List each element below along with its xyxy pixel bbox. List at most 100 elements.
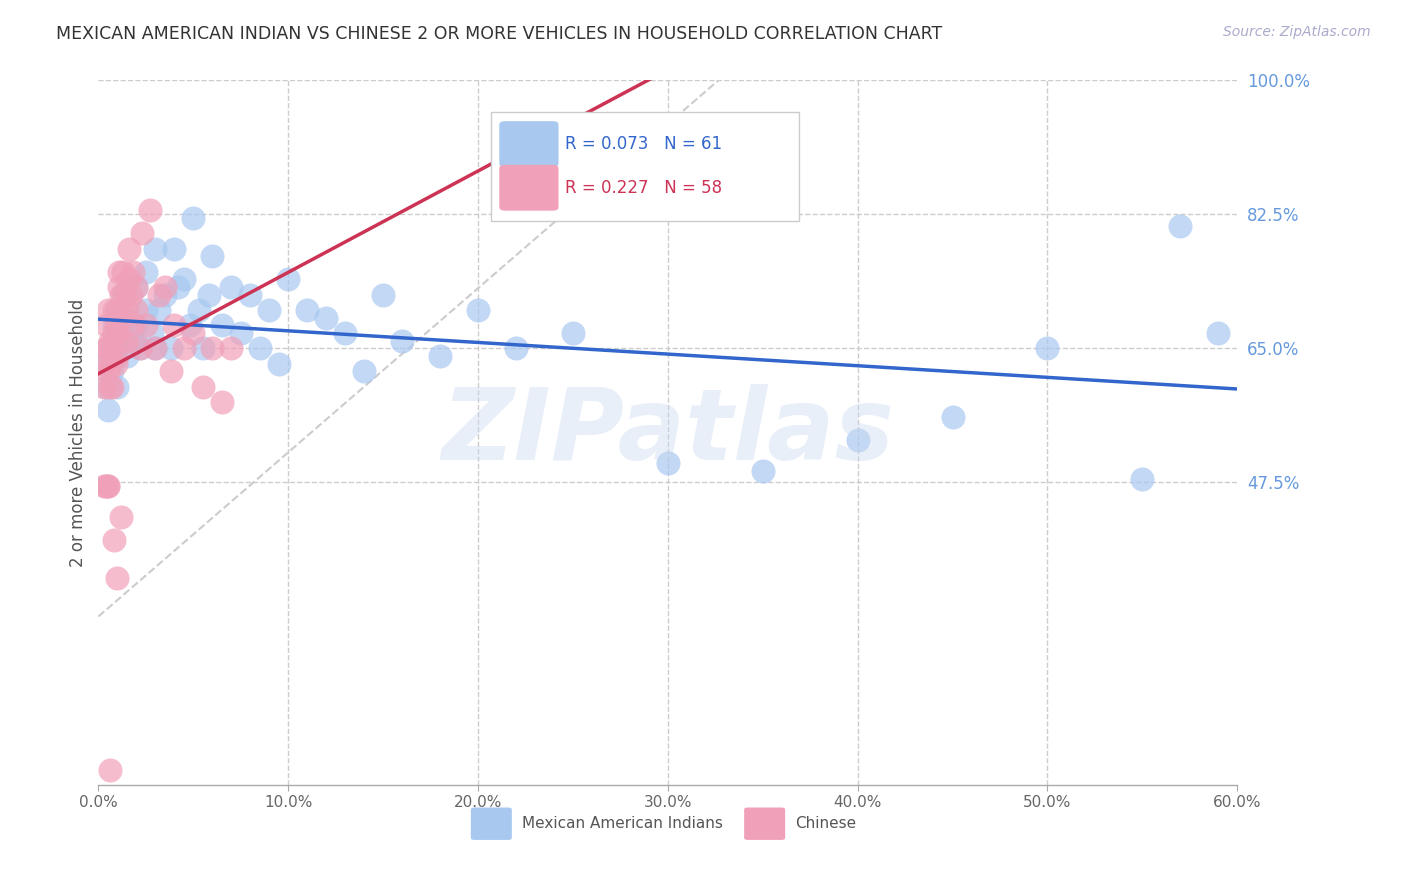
- Point: [211, 318, 233, 333]
- Point: [97, 342, 120, 356]
- Point: [97, 402, 120, 417]
- Point: [163, 242, 186, 256]
- Point: [148, 287, 170, 301]
- Point: [1036, 342, 1059, 356]
- Point: [93, 357, 115, 371]
- Point: [173, 342, 195, 356]
- Point: [131, 227, 153, 241]
- Point: [259, 303, 281, 318]
- Point: [121, 334, 143, 348]
- Point: [107, 303, 129, 318]
- Point: [211, 395, 233, 409]
- Point: [98, 357, 121, 371]
- Point: [125, 280, 148, 294]
- Point: [98, 379, 121, 393]
- Point: [229, 326, 252, 340]
- Point: [129, 342, 152, 356]
- Point: [249, 342, 271, 356]
- Point: [115, 349, 138, 363]
- Point: [391, 334, 413, 348]
- Point: [110, 287, 132, 301]
- Point: [121, 265, 143, 279]
- Point: [110, 334, 132, 348]
- Point: [114, 287, 136, 301]
- Point: [97, 479, 120, 493]
- Point: [104, 318, 127, 333]
- Point: [183, 326, 205, 340]
- Point: [125, 303, 148, 318]
- Point: [315, 310, 337, 325]
- Point: [191, 379, 214, 393]
- Point: [148, 303, 170, 318]
- Point: [135, 318, 157, 333]
- Point: [103, 303, 125, 318]
- Point: [167, 280, 190, 294]
- Point: [141, 326, 163, 340]
- Point: [125, 280, 148, 294]
- Point: [107, 571, 129, 585]
- Point: [100, 364, 122, 378]
- Text: R = 0.227   N = 58: R = 0.227 N = 58: [565, 178, 723, 197]
- Point: [107, 303, 129, 318]
- Point: [103, 533, 125, 547]
- Point: [98, 334, 121, 348]
- Point: [239, 287, 262, 301]
- Point: [429, 349, 451, 363]
- Text: ZIPatlas: ZIPatlas: [441, 384, 894, 481]
- Point: [104, 357, 127, 371]
- Point: [267, 357, 290, 371]
- Point: [112, 310, 135, 325]
- Point: [138, 203, 160, 218]
- Point: [112, 287, 135, 301]
- Point: [115, 303, 138, 318]
- Point: [118, 242, 141, 256]
- Point: [188, 303, 211, 318]
- Point: [1132, 472, 1154, 486]
- Point: [942, 410, 965, 425]
- Point: [103, 318, 125, 333]
- Point: [97, 364, 120, 378]
- Point: [145, 242, 167, 256]
- Text: Chinese: Chinese: [796, 816, 856, 831]
- FancyBboxPatch shape: [499, 165, 558, 211]
- Point: [107, 379, 129, 393]
- FancyBboxPatch shape: [491, 112, 799, 221]
- Point: [657, 456, 679, 470]
- Point: [100, 349, 122, 363]
- Point: [94, 342, 117, 356]
- Point: [112, 265, 135, 279]
- Point: [98, 763, 121, 777]
- Point: [107, 349, 129, 363]
- Point: [121, 318, 143, 333]
- Point: [97, 303, 120, 318]
- Point: [1170, 219, 1192, 233]
- Point: [221, 342, 243, 356]
- Point: [107, 326, 129, 340]
- Point: [103, 326, 125, 340]
- Point: [93, 479, 115, 493]
- Point: [201, 249, 224, 264]
- Point: [110, 509, 132, 524]
- Point: [118, 272, 141, 286]
- Text: Mexican American Indians: Mexican American Indians: [522, 816, 723, 831]
- Point: [145, 342, 167, 356]
- Point: [94, 318, 117, 333]
- Point: [353, 364, 375, 378]
- Point: [467, 303, 489, 318]
- Point: [183, 211, 205, 226]
- Point: [115, 334, 138, 348]
- Point: [277, 272, 299, 286]
- Point: [108, 265, 131, 279]
- Point: [163, 318, 186, 333]
- Point: [98, 342, 121, 356]
- Point: [125, 318, 148, 333]
- Point: [562, 326, 585, 340]
- Point: [371, 287, 394, 301]
- Point: [159, 342, 181, 356]
- Point: [93, 379, 115, 393]
- Point: [108, 280, 131, 294]
- Point: [153, 287, 176, 301]
- Point: [94, 479, 117, 493]
- Point: [197, 287, 219, 301]
- Point: [104, 349, 127, 363]
